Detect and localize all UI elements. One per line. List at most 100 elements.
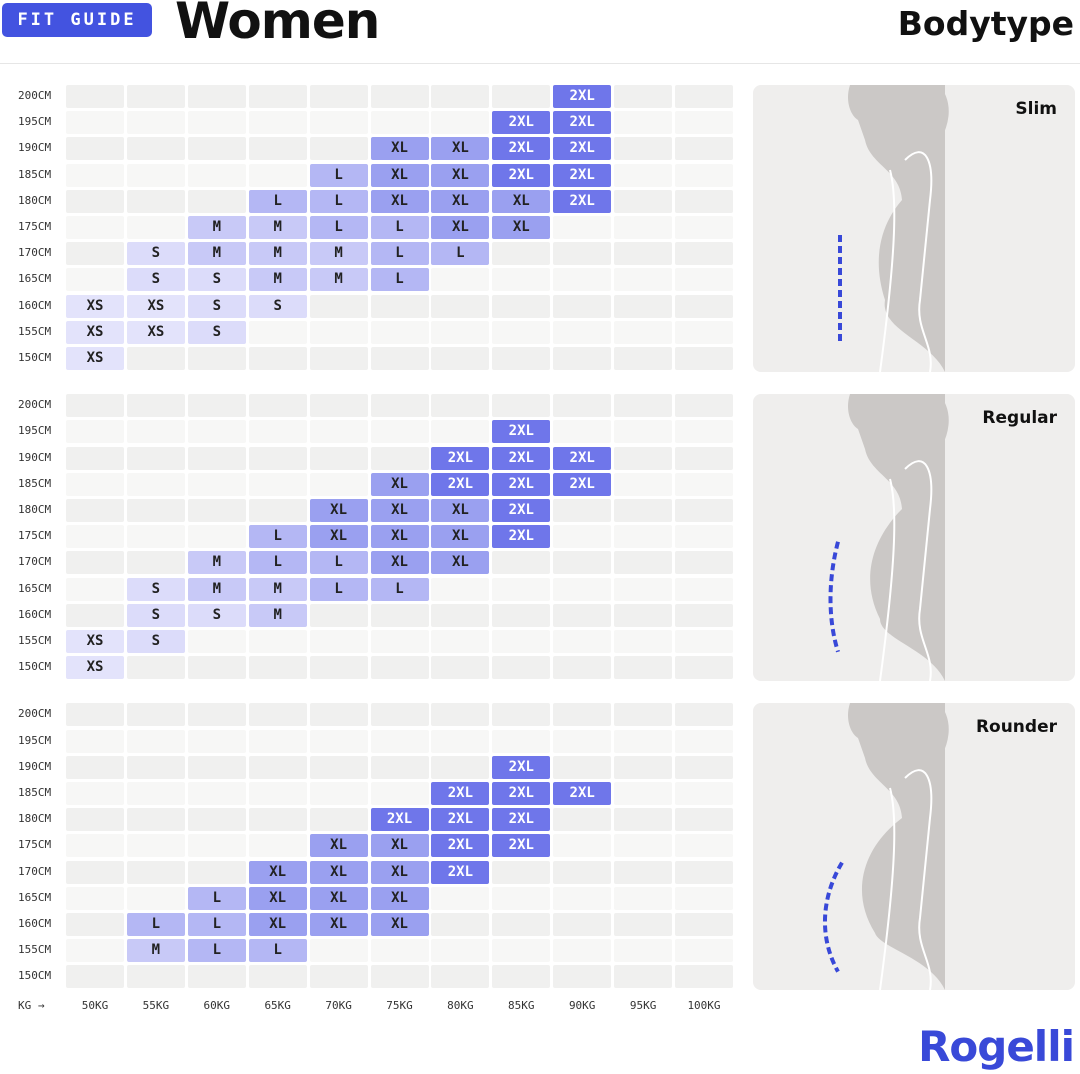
bodytype-figure: Rounder <box>753 703 1075 991</box>
empty-cell <box>492 394 551 418</box>
empty-cell <box>614 782 673 805</box>
empty-cell <box>309 782 368 805</box>
empty-cell <box>553 703 612 727</box>
empty-cell <box>66 913 124 936</box>
empty-cell <box>370 939 429 963</box>
size-cell: L <box>370 577 429 601</box>
empty-cell <box>431 886 490 910</box>
size-cell: XS <box>66 294 124 318</box>
size-cell: M <box>187 551 246 575</box>
empty-cell <box>492 939 551 963</box>
size-cell: 2XL <box>492 782 551 805</box>
empty-cell <box>66 729 124 753</box>
empty-cell <box>309 446 368 470</box>
empty-cell <box>675 755 733 779</box>
weight-label: 90KG <box>568 999 596 1012</box>
size-cell: S <box>187 603 246 627</box>
empty-cell <box>126 782 185 805</box>
size-cell: XS <box>66 347 124 370</box>
empty-cell <box>66 420 124 444</box>
empty-cell <box>553 603 612 627</box>
size-cell: XL <box>248 913 307 936</box>
size-cell: XL <box>370 189 429 213</box>
size-cell: L <box>248 551 307 575</box>
height-label: 190CM <box>18 759 52 773</box>
empty-cell <box>248 111 307 135</box>
empty-cell <box>126 551 185 575</box>
empty-cell <box>614 394 673 418</box>
empty-cell <box>675 163 733 187</box>
weight-label: 50KG <box>81 999 109 1012</box>
empty-cell <box>309 420 368 444</box>
height-label: 185CM <box>18 476 52 490</box>
empty-cell <box>187 782 246 805</box>
empty-cell <box>309 294 368 318</box>
size-cell: XL <box>431 137 490 161</box>
empty-cell <box>492 347 551 370</box>
empty-cell <box>614 603 673 627</box>
empty-cell <box>370 420 429 444</box>
empty-cell <box>126 137 185 161</box>
weight-label: 60KG <box>203 999 231 1012</box>
empty-cell <box>370 965 429 989</box>
bodytype-label: Slim <box>1015 99 1057 119</box>
empty-cell <box>675 630 733 653</box>
empty-cell <box>675 85 733 108</box>
brand-logo: Rogelli <box>918 1022 1075 1071</box>
empty-cell <box>66 551 124 575</box>
empty-cell <box>126 703 185 727</box>
empty-cell <box>126 808 185 832</box>
badge: FIT GUIDE <box>2 3 152 37</box>
size-cell: M <box>187 242 246 266</box>
size-cell: L <box>309 216 368 239</box>
size-cell: S <box>126 577 185 601</box>
empty-cell <box>248 630 307 653</box>
empty-cell <box>126 394 185 418</box>
empty-cell <box>126 834 185 858</box>
size-cell: L <box>309 577 368 601</box>
weight-label: 75KG <box>386 999 413 1012</box>
empty-cell <box>675 729 733 753</box>
empty-cell <box>492 886 551 910</box>
empty-cell <box>431 420 490 444</box>
empty-cell <box>66 394 124 418</box>
empty-cell <box>675 834 733 858</box>
empty-cell <box>187 834 246 858</box>
size-cell: 2XL <box>553 163 612 187</box>
empty-cell <box>675 577 733 601</box>
empty-cell <box>309 729 368 753</box>
empty-cell <box>431 111 490 135</box>
empty-cell <box>431 755 490 779</box>
empty-cell <box>614 939 673 963</box>
empty-cell <box>614 729 673 753</box>
empty-cell <box>492 729 551 753</box>
empty-cell <box>126 216 185 239</box>
empty-cell <box>309 603 368 627</box>
size-cell: 2XL <box>492 137 551 161</box>
size-cell: XL <box>370 499 429 522</box>
empty-cell <box>66 860 124 884</box>
empty-cell <box>66 472 124 496</box>
height-label: 175CM <box>18 220 52 233</box>
empty-cell <box>675 656 733 680</box>
empty-cell <box>431 394 490 418</box>
empty-cell <box>614 755 673 779</box>
empty-cell <box>309 111 368 135</box>
empty-cell <box>370 347 429 370</box>
empty-cell <box>675 242 733 266</box>
size-cell: XL <box>492 189 551 213</box>
empty-cell <box>675 703 733 727</box>
empty-cell <box>370 703 429 727</box>
empty-cell <box>309 85 368 108</box>
empty-cell <box>126 886 185 910</box>
empty-cell <box>126 525 185 549</box>
empty-cell <box>187 729 246 753</box>
empty-cell <box>187 808 246 832</box>
empty-cell <box>431 965 490 989</box>
weight-axis-label: KG → <box>18 999 45 1012</box>
empty-cell <box>187 860 246 884</box>
size-cell: XL <box>370 163 429 187</box>
empty-cell <box>675 913 733 936</box>
bodytype-figure: Regular <box>753 394 1075 682</box>
